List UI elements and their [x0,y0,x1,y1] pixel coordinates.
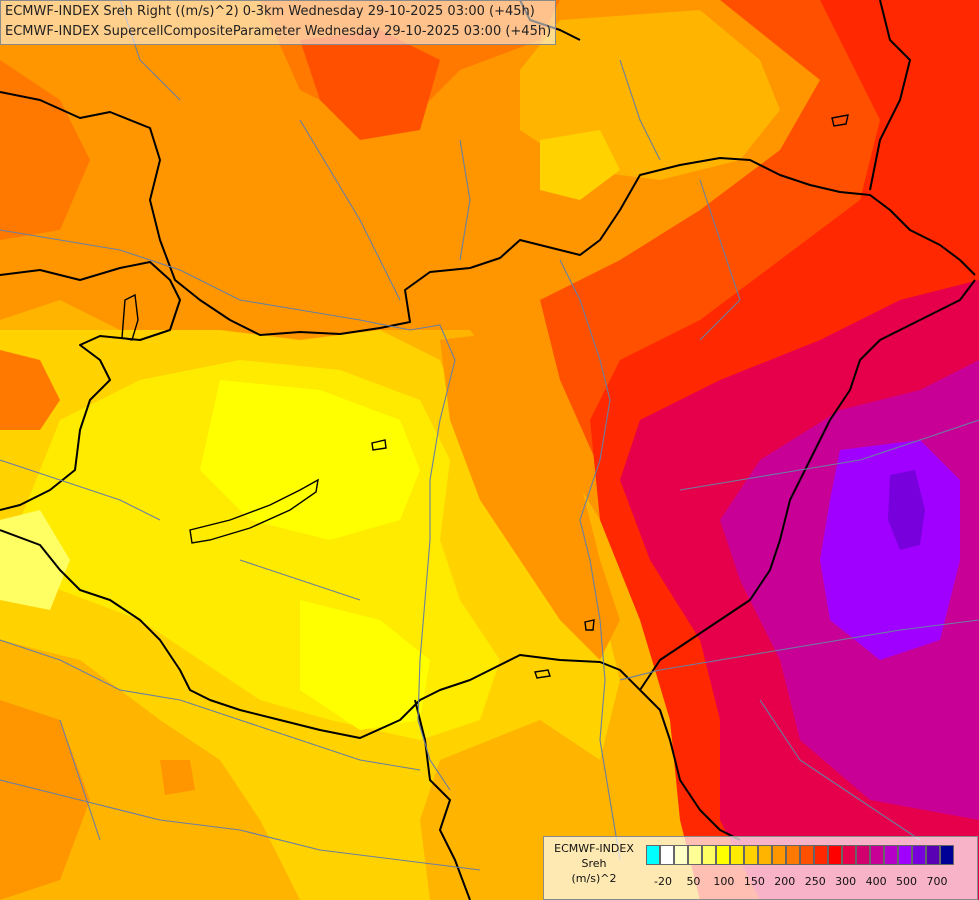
legend-swatch [898,845,912,865]
field-darkorange-nw [0,60,90,240]
legend-swatch [730,845,744,865]
legend-caption: ECMWF-INDEX Sreh (m/s)^2 [544,841,644,886]
river-danube [0,229,456,791]
legend-tick-label: 700 [926,875,948,888]
legend-tick-label: 500 [896,875,918,888]
legend-tick-label: 250 [804,875,826,888]
legend-swatch [702,845,716,865]
lakes [121,114,849,679]
legend-tick-label: 50 [686,875,701,888]
field-lightyellow-w [0,510,70,610]
legend-variable: Sreh [581,857,607,870]
river-vah [299,119,401,301]
map-title-box: ECMWF-INDEX Sreh Right ((m/s)^2) 0-3km W… [0,0,557,45]
lake-neusiedl [121,293,139,341]
river-mures [619,619,979,681]
legend-swatch [884,845,898,865]
legend-swatch [842,845,856,865]
legend-swatch [926,845,940,865]
field-orange-sw [0,700,90,900]
legend-swatch [744,845,758,865]
legend-tick-label: 200 [774,875,796,888]
field-orange-corridor [440,330,620,660]
legend-swatch [772,845,786,865]
lake-small-2 [831,114,849,127]
legend-swatch [828,845,842,865]
river-somes [679,419,979,491]
legend-swatch [660,845,674,865]
legend-swatch [688,845,702,865]
legend-tick-label: 300 [835,875,857,888]
river-tisza [559,259,621,861]
legend-tick-label: 400 [865,875,887,888]
legend-swatch [758,845,772,865]
legend-tick-label: -20 [654,875,672,888]
lake-small-1 [371,439,387,451]
field-bright-yellow [200,380,420,540]
legend-swatch [870,845,884,865]
rivers [0,0,979,871]
legend-swatch [716,845,730,865]
river-drava [0,639,421,771]
legend-swatch [674,845,688,865]
field-violet-core [888,470,925,550]
field-red-north [300,30,440,140]
river-sava [0,779,481,871]
color-legend: ECMWF-INDEX Sreh (m/s)^2 -20 50 100 150 200 2… [543,836,978,900]
field-darkorange-w [0,350,60,430]
legend-unit: (m/s)^2 [571,872,617,885]
field-orange-spot [160,760,195,795]
legend-swatch [786,845,800,865]
legend-swatch [940,845,954,865]
field-gold-ne [540,130,620,200]
legend-swatch [646,845,660,865]
field-bright-yellow-2 [300,600,430,730]
lake-balaton [189,478,319,544]
map-title-line-1: ECMWF-INDEX Sreh Right ((m/s)^2) 0-3km W… [5,4,535,19]
legend-swatch [856,845,870,865]
legend-swatch [814,845,828,865]
lake-small-3 [534,669,551,679]
legend-source: ECMWF-INDEX [554,842,634,855]
legend-swatch [800,845,814,865]
river-hron [459,139,471,261]
map-title-line-2: ECMWF-INDEX SupercellCompositeParameter … [5,24,552,39]
field-purple-east [820,440,960,660]
legend-tick-label: 100 [713,875,735,888]
legend-tick-label: 150 [743,875,765,888]
lake-small-4 [584,619,595,631]
legend-swatch [912,845,926,865]
